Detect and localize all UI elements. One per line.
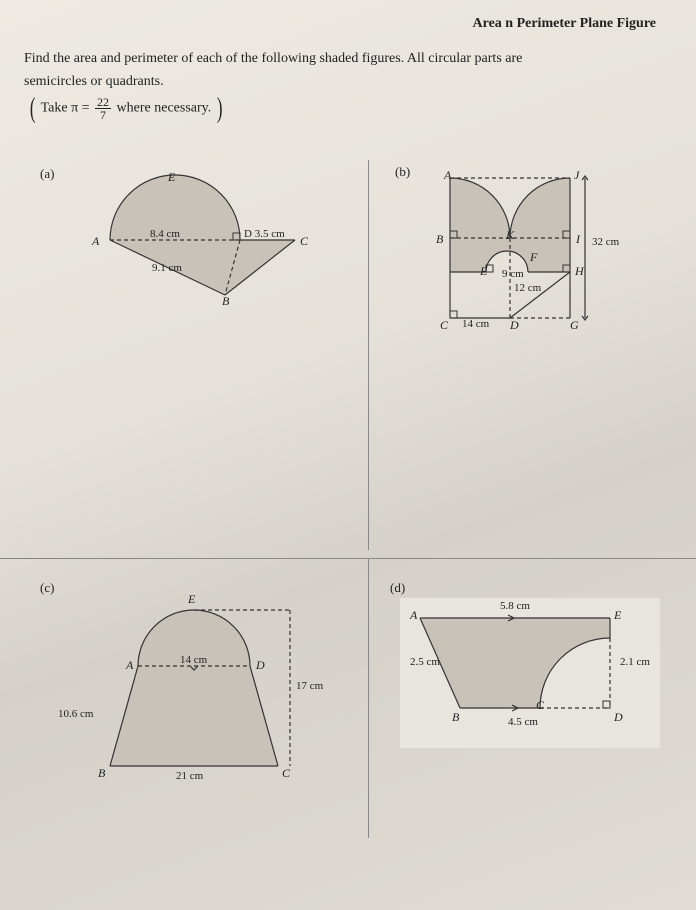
dim-b-DG: 12 cm <box>514 282 541 294</box>
pt-d-E: E <box>614 608 621 623</box>
pt-c-C: C <box>282 766 290 781</box>
pt-d-C: C <box>536 698 544 713</box>
pt-b-A: A <box>444 168 451 183</box>
dim-d-AE: 5.8 cm <box>500 600 530 612</box>
instructions: Find the area and perimeter of each of t… <box>24 48 672 92</box>
pi-note: ( Take π = 22 7 where necessary. ) <box>28 96 224 121</box>
pt-b-F: F <box>530 250 537 265</box>
pt-c-B: B <box>98 766 105 781</box>
divider-vertical-bottom <box>368 558 369 838</box>
label-c: (c) <box>40 580 54 596</box>
pt-d-A: A <box>410 608 417 623</box>
dim-a-AB: 9.1 cm <box>152 262 182 274</box>
pt-b-H: H <box>575 264 584 279</box>
pt-b-D: D <box>510 318 519 333</box>
dim-c-AD: 14 cm <box>180 654 207 666</box>
page: Area n Perimeter Plane Figure Find the a… <box>0 0 696 910</box>
label-b: (b) <box>395 164 410 180</box>
pi-prefix: Take π = <box>41 101 90 116</box>
pt-a-B: B <box>222 294 229 309</box>
pt-c-E: E <box>188 592 195 607</box>
dim-b-side: 32 cm <box>592 236 619 248</box>
dim-a-AD: 8.4 cm <box>150 228 180 240</box>
pi-denominator: 7 <box>95 109 111 121</box>
divider-horizontal <box>0 558 696 559</box>
label-d: (d) <box>390 580 405 596</box>
pt-c-A: A <box>126 658 133 673</box>
pt-a-A: A <box>92 234 99 249</box>
dim-d-BC: 4.5 cm <box>508 716 538 728</box>
divider-vertical-top <box>368 160 369 550</box>
figure-c <box>70 586 360 806</box>
pt-b-E: E <box>480 264 487 279</box>
pt-a-E: E <box>168 170 175 185</box>
pt-d-D: D <box>614 710 623 725</box>
instruction-line-2: semicircles or quadrants. <box>24 71 672 92</box>
dim-c-h: 17 cm <box>296 680 323 692</box>
pt-b-B: B <box>436 232 443 247</box>
pt-b-J: J <box>574 168 579 183</box>
pi-suffix: where necessary. <box>117 101 212 116</box>
pt-b-I: I <box>576 232 580 247</box>
label-a: (a) <box>40 166 54 182</box>
dim-d-ED: 2.1 cm <box>620 656 650 668</box>
page-title: Area n Perimeter Plane Figure <box>473 16 657 32</box>
dim-b-EF: 9 cm <box>502 268 524 280</box>
dim-c-AB: 10.6 cm <box>58 708 93 720</box>
pt-c-D: D <box>256 658 265 673</box>
instruction-line-1: Find the area and perimeter of each of t… <box>24 48 672 69</box>
pt-b-G: G <box>570 318 579 333</box>
pt-d-B: B <box>452 710 459 725</box>
dim-b-CD: 14 cm <box>462 318 489 330</box>
dim-d-AB: 2.5 cm <box>410 656 440 668</box>
dim-a-DC: D 3.5 cm <box>244 228 285 240</box>
figure-a <box>80 170 340 330</box>
right-paren: ) <box>217 98 223 120</box>
pt-b-K: K <box>506 228 514 243</box>
dim-c-BC: 21 cm <box>176 770 203 782</box>
pi-fraction: 22 7 <box>95 96 111 121</box>
pt-b-C: C <box>440 318 448 333</box>
pt-a-C: C <box>300 234 308 249</box>
left-paren: ( <box>30 98 36 120</box>
